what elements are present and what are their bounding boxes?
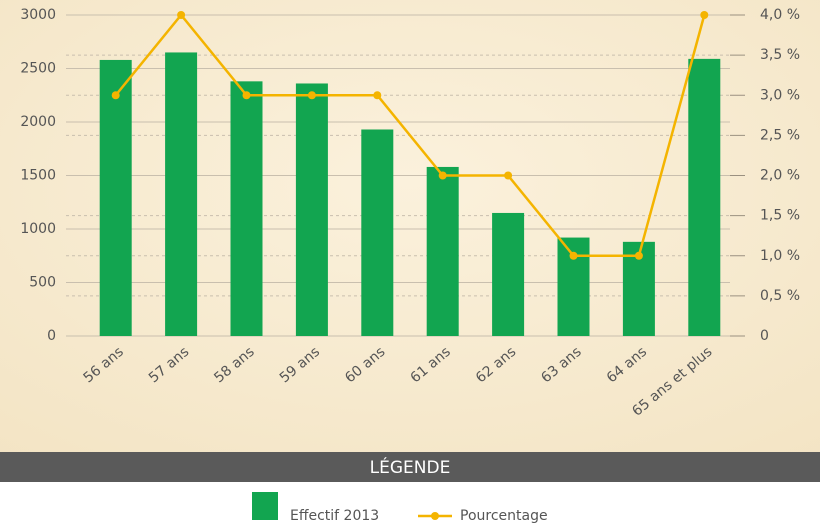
legend-title: LÉGENDE — [370, 456, 451, 478]
bar — [361, 129, 394, 336]
bar — [426, 166, 459, 336]
y2-tick-label: 4,0 % — [760, 7, 800, 23]
bar — [230, 81, 263, 336]
legend-header — [0, 452, 820, 482]
y-tick-label: 0 — [47, 328, 56, 344]
bar — [165, 52, 198, 336]
y2-tick-label: 3,5 % — [760, 47, 800, 63]
bar — [295, 83, 328, 336]
bar — [492, 212, 525, 336]
legend-label: Pourcentage — [460, 508, 548, 524]
legend-area — [0, 482, 820, 530]
line-point — [111, 91, 120, 100]
y-tick-label: 3000 — [20, 7, 56, 23]
line-point — [242, 91, 251, 100]
line-point — [307, 91, 316, 100]
line-point — [700, 11, 709, 19]
legend-dot — [431, 512, 439, 520]
y-tick-label: 500 — [29, 275, 56, 291]
y2-tick-label: 1,5 % — [760, 208, 800, 224]
y2-tick-label: 1,0 % — [760, 248, 800, 264]
background — [0, 0, 820, 452]
y-tick-label: 1500 — [20, 168, 56, 184]
line-point — [634, 251, 643, 260]
y2-tick-label: 3,0 % — [760, 87, 800, 103]
legend-label: Effectif 2013 — [290, 508, 379, 524]
line-point — [177, 11, 186, 19]
bar — [688, 58, 721, 337]
y-tick-label: 2000 — [20, 114, 56, 130]
y2-tick-label: 2,0 % — [760, 168, 800, 184]
y2-tick-label: 0,5 % — [760, 288, 800, 304]
y2-tick-label: 2,5 % — [760, 127, 800, 143]
y-tick-label: 1000 — [20, 221, 56, 237]
y-tick-label: 2500 — [20, 61, 56, 77]
y2-tick-label: 0 — [760, 328, 769, 344]
line-point — [504, 171, 513, 180]
bar — [99, 59, 132, 336]
line-point — [373, 91, 382, 100]
line — [114, 13, 706, 257]
line-point — [569, 251, 578, 260]
legend-swatch — [252, 492, 278, 520]
line-point — [438, 171, 447, 180]
